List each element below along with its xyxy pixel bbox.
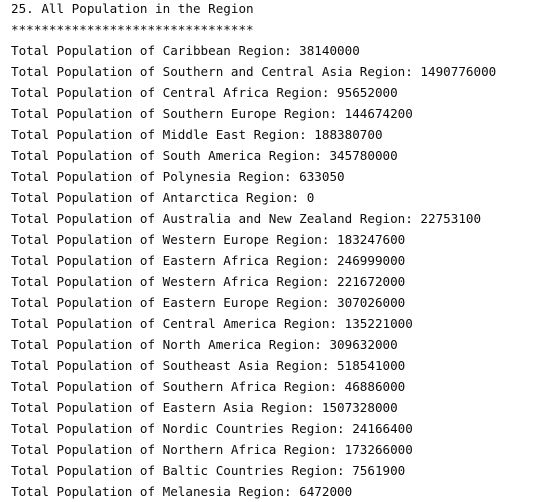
console-line: Total Population of Southern Africa Regi…: [11, 379, 406, 394]
console-line: Total Population of Caribbean Region: 38…: [11, 43, 360, 58]
console-line: Total Population of Eastern Europe Regio…: [11, 295, 406, 310]
console-line: Total Population of Southern Europe Regi…: [11, 106, 413, 121]
console-line: Total Population of North America Region…: [11, 337, 398, 352]
console-line: Total Population of Middle East Region: …: [11, 127, 383, 142]
console-heading: 25. All Population in the Region: [11, 1, 254, 16]
console-line: Total Population of Western Africa Regio…: [11, 274, 406, 289]
console-line: Total Population of Eastern Africa Regio…: [11, 253, 406, 268]
console-separator: ********************************: [11, 22, 254, 37]
console-line: Total Population of Southern and Central…: [11, 64, 497, 79]
console-line: Total Population of Baltic Countries Reg…: [11, 463, 406, 478]
console-line: Total Population of Melanesia Region: 64…: [11, 484, 353, 499]
console-line: Total Population of South America Region…: [11, 148, 398, 163]
console-line: Total Population of Northern Africa Regi…: [11, 442, 413, 457]
console-line: Total Population of Western Europe Regio…: [11, 232, 406, 247]
console-line: Total Population of Eastern Asia Region:…: [11, 400, 398, 415]
console-line: Total Population of Nordic Countries Reg…: [11, 421, 413, 436]
console-line: Total Population of Polynesia Region: 63…: [11, 169, 345, 184]
console-line: Total Population of Antarctica Region: 0: [11, 190, 315, 205]
console-line: Total Population of Central Africa Regio…: [11, 85, 398, 100]
console-line: Total Population of Central America Regi…: [11, 316, 413, 331]
console-line: Total Population of Southeast Asia Regio…: [11, 358, 406, 373]
console-line: Total Population of Australia and New Ze…: [11, 211, 482, 226]
